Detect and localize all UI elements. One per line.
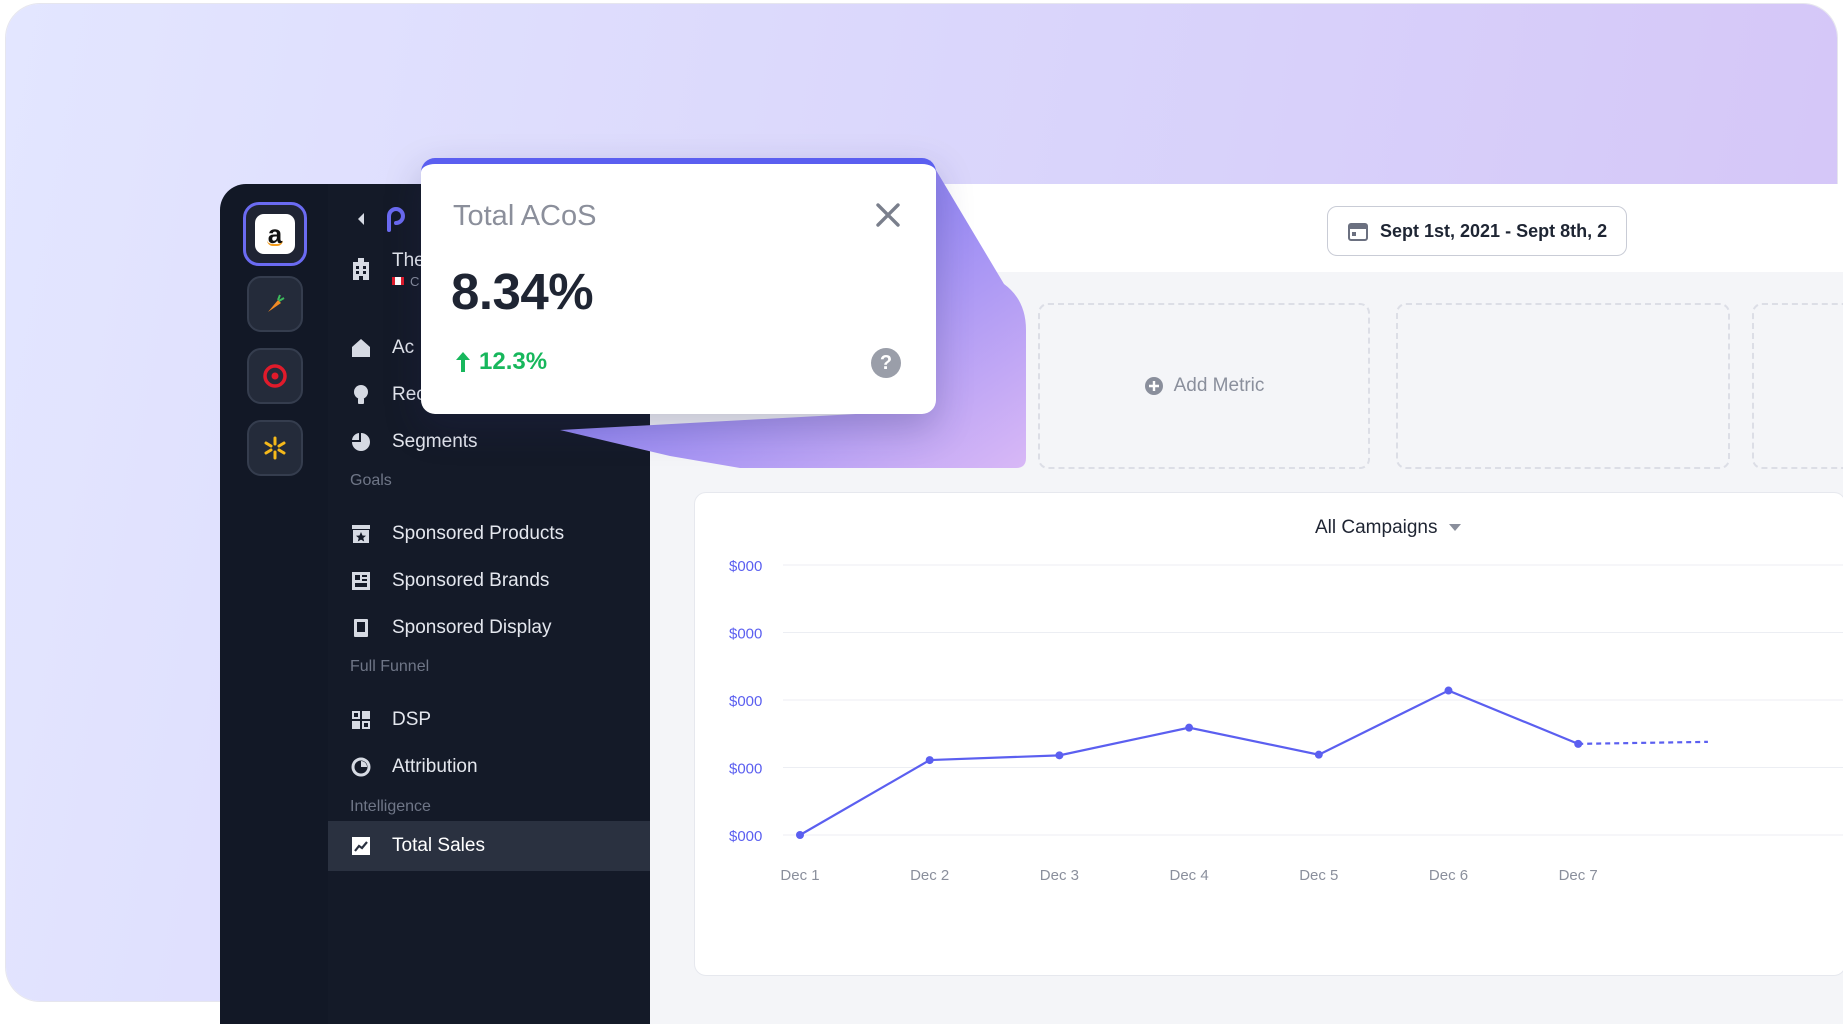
target-icon <box>263 364 287 388</box>
caret-left-icon <box>358 213 364 225</box>
help-icon: ? <box>879 351 893 374</box>
section-full-funnel: Full Funnel <box>350 658 430 675</box>
data-point[interactable] <box>925 756 934 765</box>
x-tick-label: Dec 7 <box>1559 867 1598 884</box>
metric-slot-empty[interactable] <box>1396 303 1730 469</box>
collapse-sidebar-button[interactable] <box>356 212 366 231</box>
nav-item-total-sales[interactable]: Total Sales <box>328 821 650 871</box>
projected-line <box>1578 740 1708 745</box>
chart-title: All Campaigns <box>1315 517 1438 538</box>
data-point[interactable] <box>1444 686 1453 695</box>
series-line <box>799 689 1579 836</box>
date-range-label: Sept 1st, 2021 - Sept 8th, 2 <box>1380 220 1608 241</box>
y-tick-label: $000 <box>729 626 762 643</box>
metric-slot-empty[interactable] <box>1752 303 1843 469</box>
add-metric-button[interactable]: Add Metric <box>1040 305 1368 467</box>
popup-change-value: 12.3% <box>479 348 548 375</box>
nav-item-attribution[interactable]: Attribution <box>328 742 650 792</box>
data-point[interactable] <box>796 831 804 839</box>
y-tick-label: $000 <box>729 761 762 778</box>
popup-value: 8.34% <box>451 263 594 320</box>
popup-title: Total ACoS <box>453 200 597 232</box>
home-icon <box>350 337 372 359</box>
x-tick-label: Dec 1 <box>780 867 819 884</box>
data-point[interactable] <box>1314 750 1323 759</box>
profile-country: C <box>410 273 420 289</box>
x-tick-label: Dec 4 <box>1170 867 1209 884</box>
marketplace-rail: a <box>220 184 328 1024</box>
x-tick-label: Dec 5 <box>1299 867 1338 884</box>
marketplace-walmart-button[interactable] <box>247 420 303 476</box>
x-tick-label: Dec 3 <box>1040 867 1079 884</box>
nav-item-account[interactable]: Ac <box>328 323 650 373</box>
flag-icon <box>392 277 404 285</box>
nav-item-sponsored-brands[interactable]: Sponsored Brands <box>328 556 650 606</box>
date-range-picker[interactable]: Sept 1st, 2021 - Sept 8th, 2 <box>1327 206 1627 256</box>
help-button[interactable]: ? <box>871 348 901 378</box>
close-icon <box>876 203 900 227</box>
x-tick-label: Dec 6 <box>1429 867 1468 884</box>
y-tick-label: $000 <box>729 693 762 710</box>
profile-name: The <box>392 249 425 271</box>
chart-card: All Campaigns $000 $000 $000 $000 $000 Dec 1 D… <box>694 492 1843 976</box>
arrow-up-icon <box>456 352 470 372</box>
nav-sidebar: The C Ac Recommendations Segments Goals … <box>328 184 650 1024</box>
data-point[interactable] <box>1574 739 1583 748</box>
marketplace-carrot-button[interactable] <box>247 276 303 332</box>
building-icon <box>350 258 372 280</box>
y-tick-label: $000 <box>729 558 762 575</box>
marketplace-amazon-button[interactable]: a <box>243 202 307 266</box>
section-goals: Goals <box>350 472 392 489</box>
brand-grid-icon <box>350 570 372 592</box>
profile-selector[interactable]: The C <box>328 239 650 299</box>
data-point[interactable] <box>1185 723 1194 732</box>
nav-item-segments[interactable]: Segments <box>328 417 650 467</box>
nav-item-label: Attribution <box>392 756 478 777</box>
nav-item-sponsored-display[interactable]: Sponsored Display <box>328 603 650 653</box>
grid-icon <box>350 709 372 731</box>
metric-popup: Total ACoS 8.34% 12.3% ? <box>421 158 936 414</box>
display-icon <box>350 617 372 639</box>
pie-icon <box>350 431 372 453</box>
calendar-icon <box>1348 223 1368 241</box>
trend-icon <box>350 835 372 857</box>
line-chart: $000 $000 $000 $000 $000 Dec 1 Dec 2 Dec 3 Dec 4… <box>729 558 1843 884</box>
y-tick-label: $000 <box>729 828 762 845</box>
nav-item-label: Sponsored Display <box>392 617 552 638</box>
logo-icon <box>387 207 405 232</box>
nav-item-label: Segments <box>392 431 478 452</box>
campaign-selector[interactable]: All Campaigns <box>1315 517 1462 539</box>
nav-item-sponsored-products[interactable]: Sponsored Products <box>328 509 650 559</box>
chevron-down-icon <box>1448 524 1461 531</box>
nav-item-label: DSP <box>392 709 432 730</box>
close-button[interactable] <box>871 198 905 232</box>
nav-item-label: Ac <box>392 337 415 358</box>
plus-circle-icon <box>1144 377 1163 395</box>
amazon-letter: a <box>267 218 283 249</box>
nav-item-dsp[interactable]: DSP <box>328 695 650 745</box>
amazon-icon: a <box>255 214 295 254</box>
popup-change: 12.3% <box>455 348 547 376</box>
data-point[interactable] <box>1055 751 1064 760</box>
nav-item-label: Total Sales <box>392 835 485 856</box>
section-intelligence: Intelligence <box>350 798 431 815</box>
add-metric-label: Add Metric <box>1173 375 1265 396</box>
nav-item-label: Sponsored Products <box>392 523 565 544</box>
carrot-icon <box>268 294 285 312</box>
nav-item-label: Sponsored Brands <box>392 570 550 591</box>
star-box-icon <box>350 523 372 545</box>
attribution-icon <box>350 756 372 778</box>
metric-slot-add[interactable]: Add Metric <box>1038 303 1370 469</box>
lightbulb-icon <box>350 384 372 406</box>
walmart-spark-icon <box>264 436 286 460</box>
x-tick-label: Dec 2 <box>910 867 949 884</box>
marketplace-target-button[interactable] <box>247 348 303 404</box>
